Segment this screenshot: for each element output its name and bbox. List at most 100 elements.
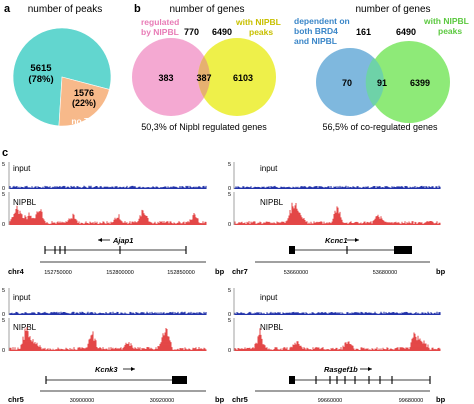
track-ajap1: 5 0 input 5 0 NIPBL Ajap1 bbox=[2, 162, 225, 276]
track-1-position-3: 152850000 bbox=[167, 270, 195, 276]
track-1-direction-arrow bbox=[98, 238, 110, 242]
panel-a-title: number of peaks bbox=[28, 4, 103, 15]
track-3-direction-arrow bbox=[123, 367, 135, 371]
track-1-position-2: 152800000 bbox=[106, 270, 134, 276]
venn-1-right-label-line-2: peaks bbox=[249, 27, 273, 37]
venn-1-left-circle bbox=[132, 38, 210, 116]
track-2-input-label: input bbox=[260, 164, 278, 173]
track-2-input-axis-min: 0 bbox=[228, 186, 231, 192]
venn-2-caption: 56,5% of co-regulated genes bbox=[322, 122, 438, 132]
track-4-chr: chr5 bbox=[232, 395, 248, 404]
track-4-input-signal bbox=[234, 311, 441, 315]
venn-2-left-label-line-1: dependent on bbox=[294, 16, 350, 26]
track-4-position-1: 99660000 bbox=[318, 398, 342, 404]
pie-chart bbox=[12, 27, 112, 127]
venn-1-title: number of genes bbox=[169, 4, 244, 15]
pie-label-tss: TSS bbox=[14, 29, 32, 39]
venn-1-right-circle bbox=[198, 38, 276, 116]
track-4-nipbl-axis-max: 5 bbox=[228, 318, 231, 324]
venn-2-right-label-line-1: with NIPBL bbox=[423, 16, 469, 26]
venn-1-left-total: 770 bbox=[184, 27, 199, 37]
panel-b: b number of genes regulated by NIPBL 770… bbox=[132, 3, 469, 132]
venn-2-left-total: 161 bbox=[356, 27, 371, 37]
venn-1-right-label-line-1: with NIPBL bbox=[235, 17, 281, 27]
venn-1-caption: 50,3% of Nipbl regulated genes bbox=[141, 122, 267, 132]
track-3-input-signal bbox=[9, 311, 207, 315]
track-1-gene-name: Ajap1 bbox=[112, 236, 133, 245]
track-3-input-axis-max: 5 bbox=[2, 288, 5, 294]
track-3-position-1: 30900000 bbox=[70, 398, 94, 404]
pie-pct-tss: (78%) bbox=[28, 74, 53, 85]
track-3-position-2: 30920000 bbox=[150, 398, 174, 404]
track-1-input-label: input bbox=[13, 164, 31, 173]
venn-1-overlap bbox=[198, 56, 210, 98]
pie-label-no-tss: no TSS bbox=[71, 116, 101, 126]
track-3-chr: chr5 bbox=[8, 395, 24, 404]
track-1-input-signal bbox=[9, 185, 207, 189]
track-4-nipbl-axis-min: 0 bbox=[228, 348, 231, 354]
track-4-unit: bp bbox=[436, 395, 446, 404]
track-2-unit: bp bbox=[436, 267, 446, 276]
track-3-nipbl-label: NIPBL bbox=[13, 323, 37, 332]
pie-pct-no-tss: (22%) bbox=[72, 98, 96, 108]
panel-a: a number of peaks TSS 5615 (78%) 1576 (2… bbox=[4, 3, 112, 127]
track-4-gene-name: Rasgef1b bbox=[324, 365, 358, 374]
track-1-nipbl-signal bbox=[9, 205, 207, 225]
venn-2-left-circle bbox=[316, 48, 384, 116]
venn-2-left-label-line-3: and NIPBL bbox=[294, 36, 337, 46]
track-2-nipbl-label: NIPBL bbox=[260, 198, 284, 207]
track-4-input-label: input bbox=[260, 293, 278, 302]
track-1-nipbl-axis-max: 5 bbox=[2, 192, 5, 198]
track-3-input-label: input bbox=[13, 293, 31, 302]
track-1-chr: chr4 bbox=[8, 267, 25, 276]
track-2-gene-name: Kcnc1 bbox=[325, 236, 348, 245]
track-3-nipbl-axis-max: 5 bbox=[2, 318, 5, 324]
venn-1-left-label-line-1: regulated bbox=[141, 17, 179, 27]
venn-2-right-only: 6399 bbox=[410, 78, 430, 88]
track-rasgef1b: 5 0 input 5 0 NIPBL Rasgef1b bbox=[228, 288, 446, 404]
track-2-nipbl-axis-min: 0 bbox=[228, 222, 231, 228]
track-kcnk3: 5 0 input 5 0 NIPBL Kcnk3 chr5 30900000 bbox=[2, 288, 225, 404]
track-4-gene-model bbox=[289, 376, 431, 384]
pie-slice-no-tss bbox=[58, 76, 110, 127]
track-3-input-axis-min: 0 bbox=[2, 312, 5, 318]
track-4-input-axis-max: 5 bbox=[228, 288, 231, 294]
venn-2-overlap-count: 91 bbox=[377, 78, 387, 88]
venn-2-left-only: 70 bbox=[342, 78, 352, 88]
panel-b-letter: b bbox=[134, 3, 141, 15]
panel-a-letter: a bbox=[4, 3, 11, 15]
venn-2-right-label-line-2: peaks bbox=[438, 26, 462, 36]
pie-count-no-tss: 1576 bbox=[74, 88, 94, 98]
pie-count-tss: 5615 bbox=[30, 63, 52, 74]
venn-1-left-only: 383 bbox=[158, 73, 173, 83]
track-4-direction-arrow bbox=[360, 367, 372, 371]
track-2-nipbl-axis-max: 5 bbox=[228, 192, 231, 198]
venn-2-right-total: 6490 bbox=[396, 27, 416, 37]
track-4-nipbl-signal bbox=[234, 328, 441, 351]
venn-2-right-circle bbox=[368, 41, 450, 123]
track-2-position-1: 53660000 bbox=[284, 270, 308, 276]
venn-1-left-label-line-2: by NIPBL bbox=[141, 27, 179, 37]
track-1-gene-model bbox=[44, 246, 187, 254]
track-2-nipbl-signal bbox=[234, 202, 441, 225]
track-1-input-axis-min: 0 bbox=[2, 186, 5, 192]
venn-2-title: number of genes bbox=[355, 4, 430, 15]
track-3-gene-name: Kcnk3 bbox=[95, 365, 118, 374]
track-4-input-axis-min: 0 bbox=[228, 312, 231, 318]
track-3-nipbl-signal bbox=[9, 327, 207, 351]
track-3-gene-model bbox=[45, 376, 187, 384]
panel-c-letter: c bbox=[2, 147, 8, 159]
track-1-nipbl-axis-min: 0 bbox=[2, 222, 5, 228]
track-kcnc1: 5 0 input 5 0 NIPBL Kcnc1 chr7 5366 bbox=[228, 162, 446, 276]
panel-c: c 5 0 input 5 0 NIPBL Ajap1 bbox=[2, 147, 446, 404]
venn-1-right-total: 6490 bbox=[212, 27, 232, 37]
track-2-input-signal bbox=[234, 185, 441, 189]
track-4-nipbl-label: NIPBL bbox=[260, 323, 284, 332]
track-2-gene-model bbox=[289, 246, 412, 254]
venn-1-right-only: 6103 bbox=[233, 73, 253, 83]
track-1-nipbl-label: NIPBL bbox=[13, 198, 37, 207]
venn-2-overlap bbox=[365, 57, 384, 107]
track-3-unit: bp bbox=[215, 395, 225, 404]
track-1-unit: bp bbox=[215, 267, 225, 276]
